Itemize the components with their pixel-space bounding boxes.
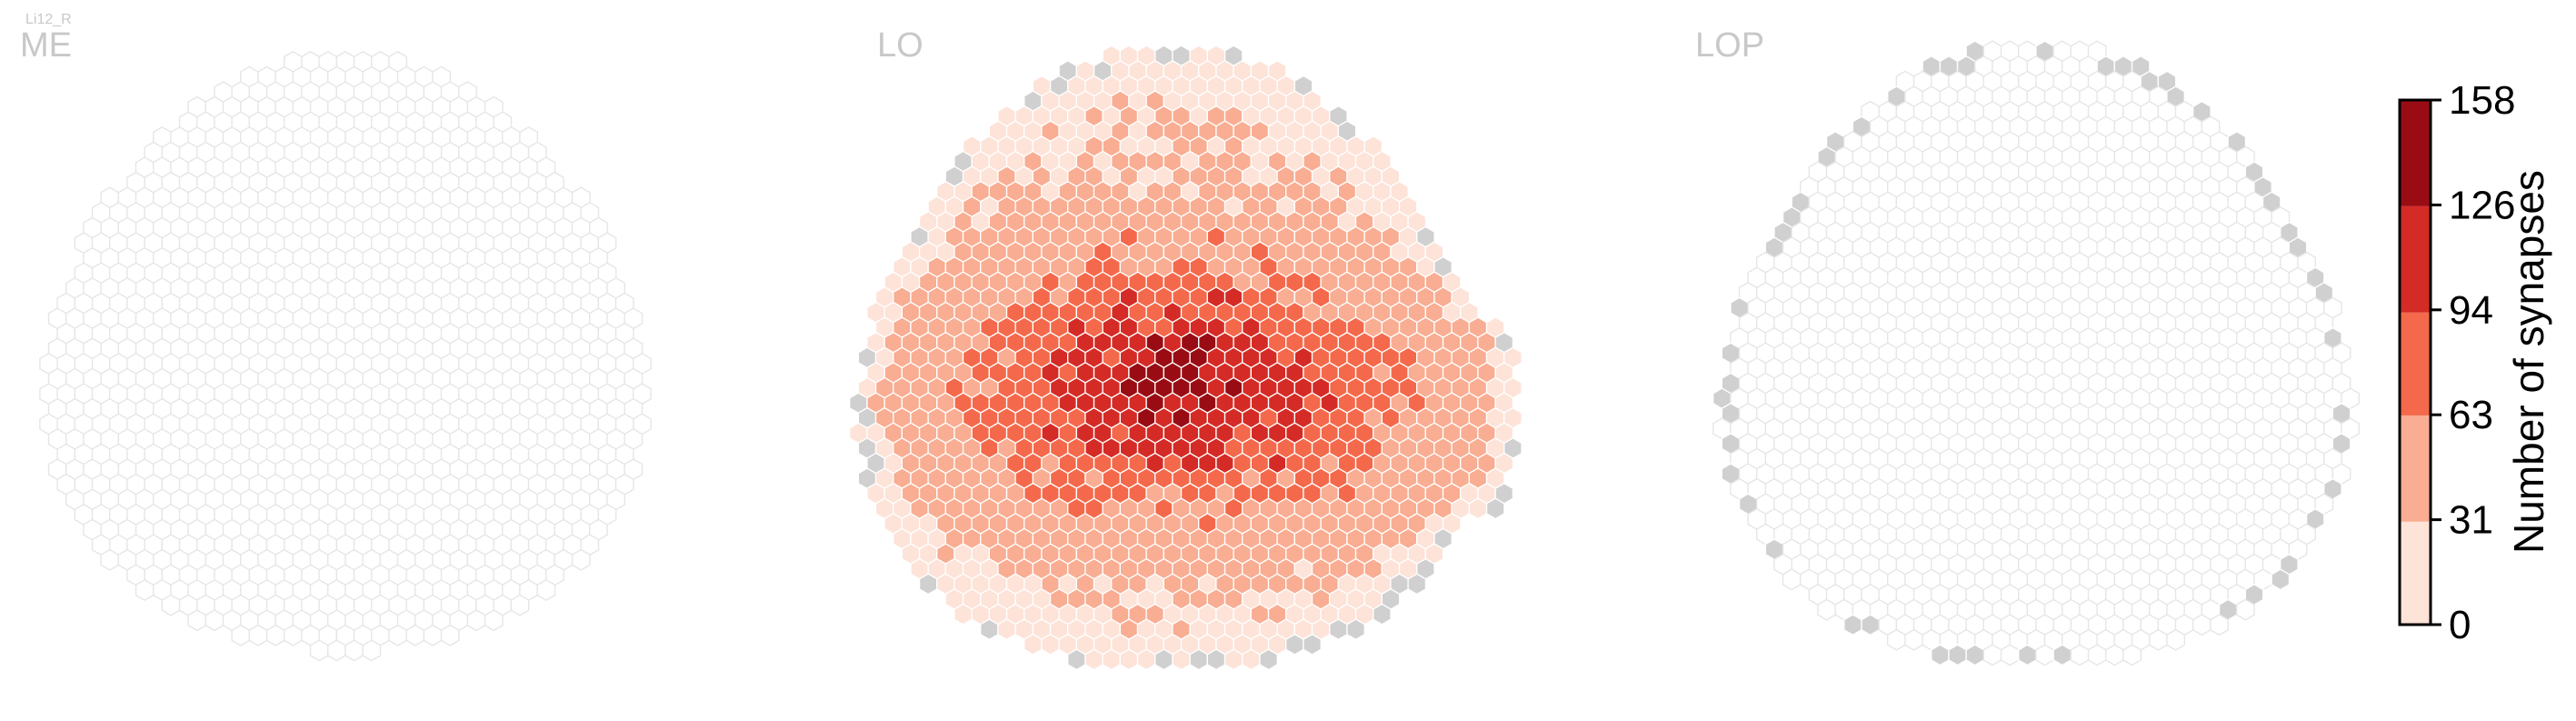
hex-cell	[1346, 618, 1366, 641]
hex-cell	[1782, 568, 1802, 591]
colorbar-bin	[2400, 205, 2431, 313]
hex-cell	[231, 624, 251, 646]
hex-cell	[1861, 614, 1881, 636]
hex-cell	[2210, 614, 2230, 636]
panel-title-lop: LOP	[1695, 26, 1764, 65]
panel-lo: LO	[849, 26, 1523, 671]
hex-cell	[1284, 633, 1304, 656]
hex-cell	[954, 603, 973, 626]
hex-cell	[1259, 648, 1279, 671]
hex-cell	[344, 639, 364, 662]
hex-cell	[205, 609, 225, 632]
hex-cell	[1817, 598, 1837, 621]
cell-type-label: Li12_R	[25, 12, 72, 27]
hex-cell	[1407, 573, 1427, 596]
hex-cell	[1241, 648, 1261, 671]
colorbar-title: Number of synapses	[2505, 170, 2552, 554]
hex-cell	[265, 624, 285, 646]
hex-cell	[510, 594, 530, 616]
colorbar-bin	[2400, 312, 2431, 416]
hex-cell	[327, 639, 346, 662]
hex-cell	[1468, 497, 1488, 520]
hex-cell	[466, 609, 486, 632]
hex-cell	[2104, 644, 2124, 666]
hex-cell	[405, 624, 425, 646]
hex-cell	[2148, 628, 2168, 651]
hex-cell	[423, 624, 443, 646]
hex-cell	[571, 548, 591, 571]
hex-cell	[1066, 648, 1086, 671]
hex-cell	[1948, 644, 1968, 666]
hex-cell	[1189, 648, 1209, 671]
colorbar-tick-label: 158	[2449, 78, 2515, 123]
colorbar-tick-label: 63	[2449, 393, 2493, 437]
hex-cell	[248, 624, 268, 646]
hex-cell	[1842, 614, 1862, 636]
hex-cell	[2070, 644, 2090, 666]
hex-cell	[1119, 648, 1139, 671]
hex-cell	[2235, 598, 2255, 621]
hex-cell	[362, 639, 382, 662]
colorbar-bin	[2400, 521, 2431, 625]
colorbar-tick-label: 0	[2449, 603, 2471, 647]
hex-cell	[1982, 644, 2002, 666]
colorbar-tick-label: 94	[2449, 288, 2493, 333]
hex-grid-me	[39, 50, 652, 662]
panel-lop: LOP	[1695, 26, 2361, 666]
panel-title-me: ME	[20, 26, 72, 65]
hex-cell	[1023, 633, 1043, 656]
hex-cell	[1172, 648, 1192, 671]
hex-cell	[2087, 644, 2107, 666]
hex-cell	[1328, 618, 1348, 641]
hex-cell	[484, 609, 504, 632]
hex-cell	[2122, 644, 2142, 666]
hex-cell	[135, 578, 155, 602]
hex-cell	[2192, 614, 2212, 636]
hex-cell	[1223, 648, 1243, 671]
hex-cell	[1153, 648, 1173, 671]
hex-cell	[2052, 644, 2072, 666]
hex-cell	[979, 618, 999, 641]
hex-cell	[187, 609, 207, 632]
hex-cell	[309, 639, 329, 662]
hex-cell	[2271, 568, 2291, 591]
hex-cell	[100, 548, 120, 571]
hex-cell	[284, 624, 303, 646]
hex-cell	[1904, 628, 1924, 651]
hex-cell	[2000, 644, 2020, 666]
hex-cell	[440, 624, 460, 646]
hex-cell	[1041, 633, 1061, 656]
panel-title-lo: LO	[877, 26, 924, 65]
hex-cell	[1886, 628, 1906, 651]
panel-me: Li12_R ME	[20, 12, 652, 662]
hex-cell	[2166, 628, 2186, 651]
hex-cell	[161, 594, 181, 616]
hex-cell	[997, 618, 1017, 641]
hex-cell	[1372, 603, 1392, 626]
hex-cell	[1084, 648, 1104, 671]
hex-grid-lop	[1712, 40, 2361, 666]
colorbar-bin	[2400, 100, 2431, 206]
hex-cell	[1485, 497, 1505, 520]
hex-cell	[2017, 644, 2037, 666]
hex-cell	[536, 578, 556, 602]
hex-grid-lo	[849, 45, 1523, 671]
hex-cell	[388, 624, 407, 646]
hex-cell	[1206, 648, 1226, 671]
colorbar-bin	[2400, 415, 2431, 522]
hex-cell	[1136, 648, 1156, 671]
hex-cell	[2035, 644, 2055, 666]
hex-cell	[1102, 648, 1122, 671]
colorbar-tick-label: 31	[2449, 498, 2493, 543]
hex-cell	[918, 573, 938, 596]
hex-cell	[1965, 644, 1985, 666]
hex-cell	[1303, 633, 1323, 656]
hex-cell	[1930, 644, 1950, 666]
